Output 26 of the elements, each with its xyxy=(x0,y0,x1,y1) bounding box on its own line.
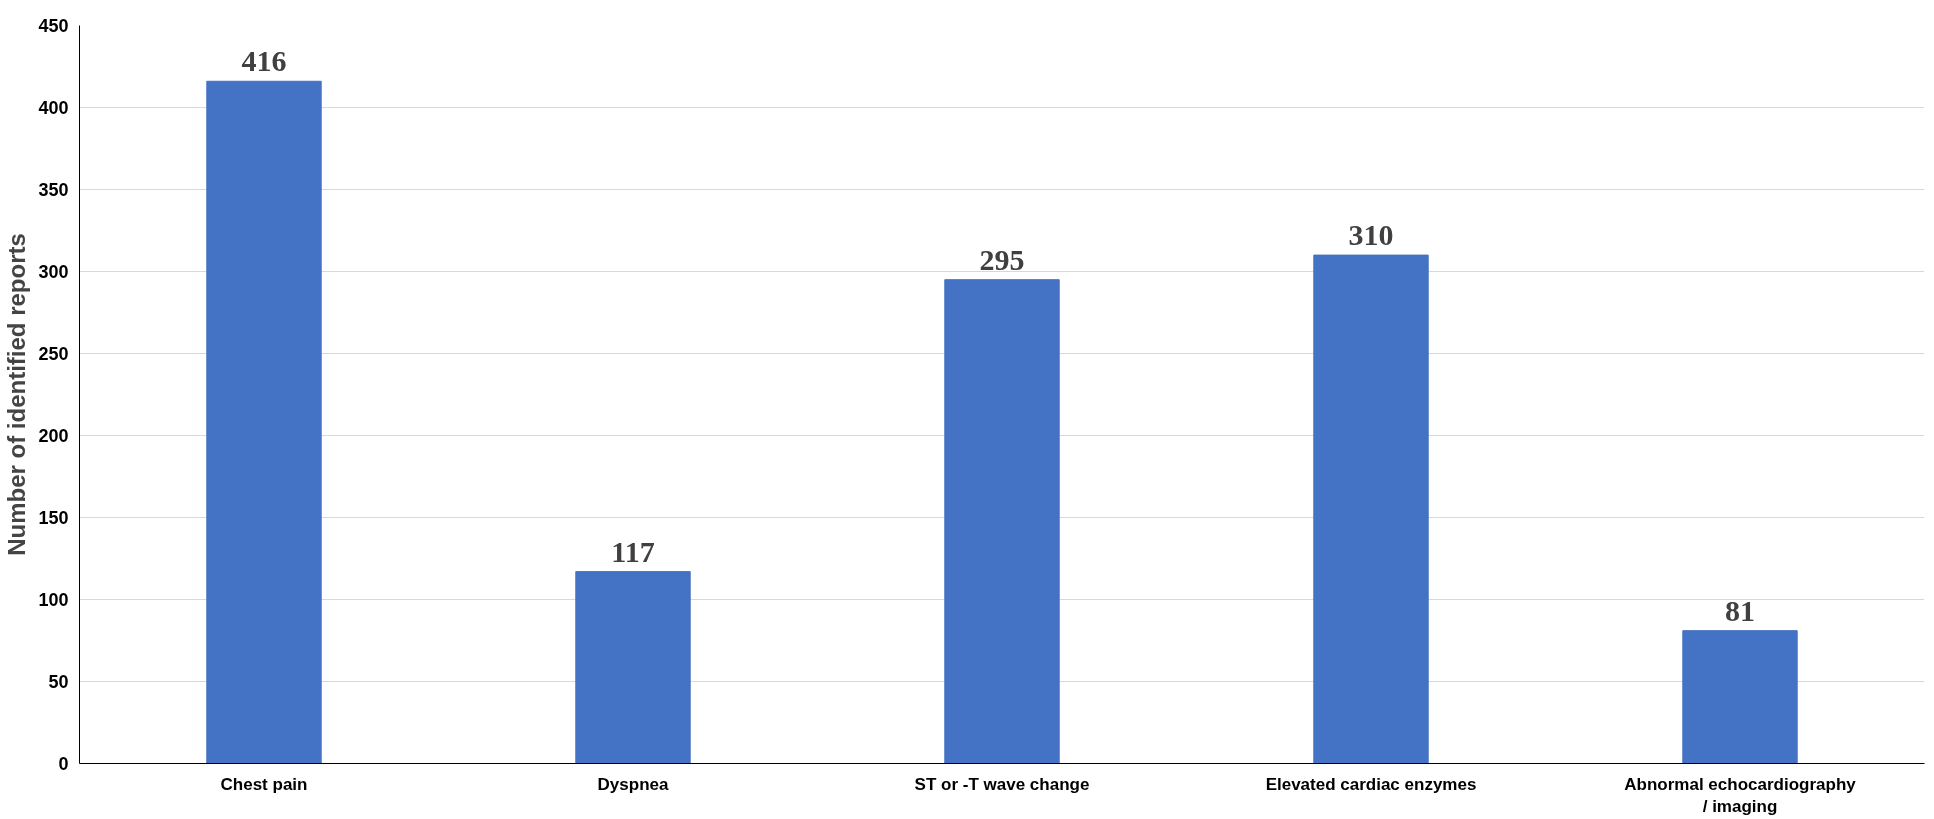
y-tick-label: 150 xyxy=(38,508,69,528)
bar xyxy=(575,571,691,764)
data-label: 295 xyxy=(979,242,1025,276)
y-axis-title: Number of identified reports xyxy=(3,233,31,556)
data-label: 117 xyxy=(611,534,655,568)
y-tick-label: 300 xyxy=(38,262,69,282)
bar xyxy=(1682,630,1798,764)
x-tick-label: Elevated cardiac enzymes xyxy=(1265,774,1477,794)
x-tick-label: Dyspnea xyxy=(597,774,669,794)
x-tick-label: ST or -T wave change xyxy=(914,774,1090,794)
y-tick-label: 250 xyxy=(38,344,69,364)
y-tick-label: 350 xyxy=(38,180,69,200)
y-tick-label: 400 xyxy=(38,98,69,118)
y-tick-label: 50 xyxy=(48,672,69,692)
data-label: 81 xyxy=(1725,593,1755,627)
bar xyxy=(944,279,1060,764)
y-tick-label: 450 xyxy=(38,16,69,36)
bar xyxy=(206,80,322,764)
y-tick-label: 200 xyxy=(38,426,69,446)
x-tick-label: Chest pain xyxy=(220,774,308,794)
data-label: 416 xyxy=(241,44,287,78)
y-tick-label: 0 xyxy=(58,754,69,774)
bar xyxy=(1313,254,1429,764)
data-label: 310 xyxy=(1348,218,1394,252)
x-tick-label: Abnormal echocardiography / imaging xyxy=(1624,774,1857,817)
y-tick-label: 100 xyxy=(38,590,69,610)
